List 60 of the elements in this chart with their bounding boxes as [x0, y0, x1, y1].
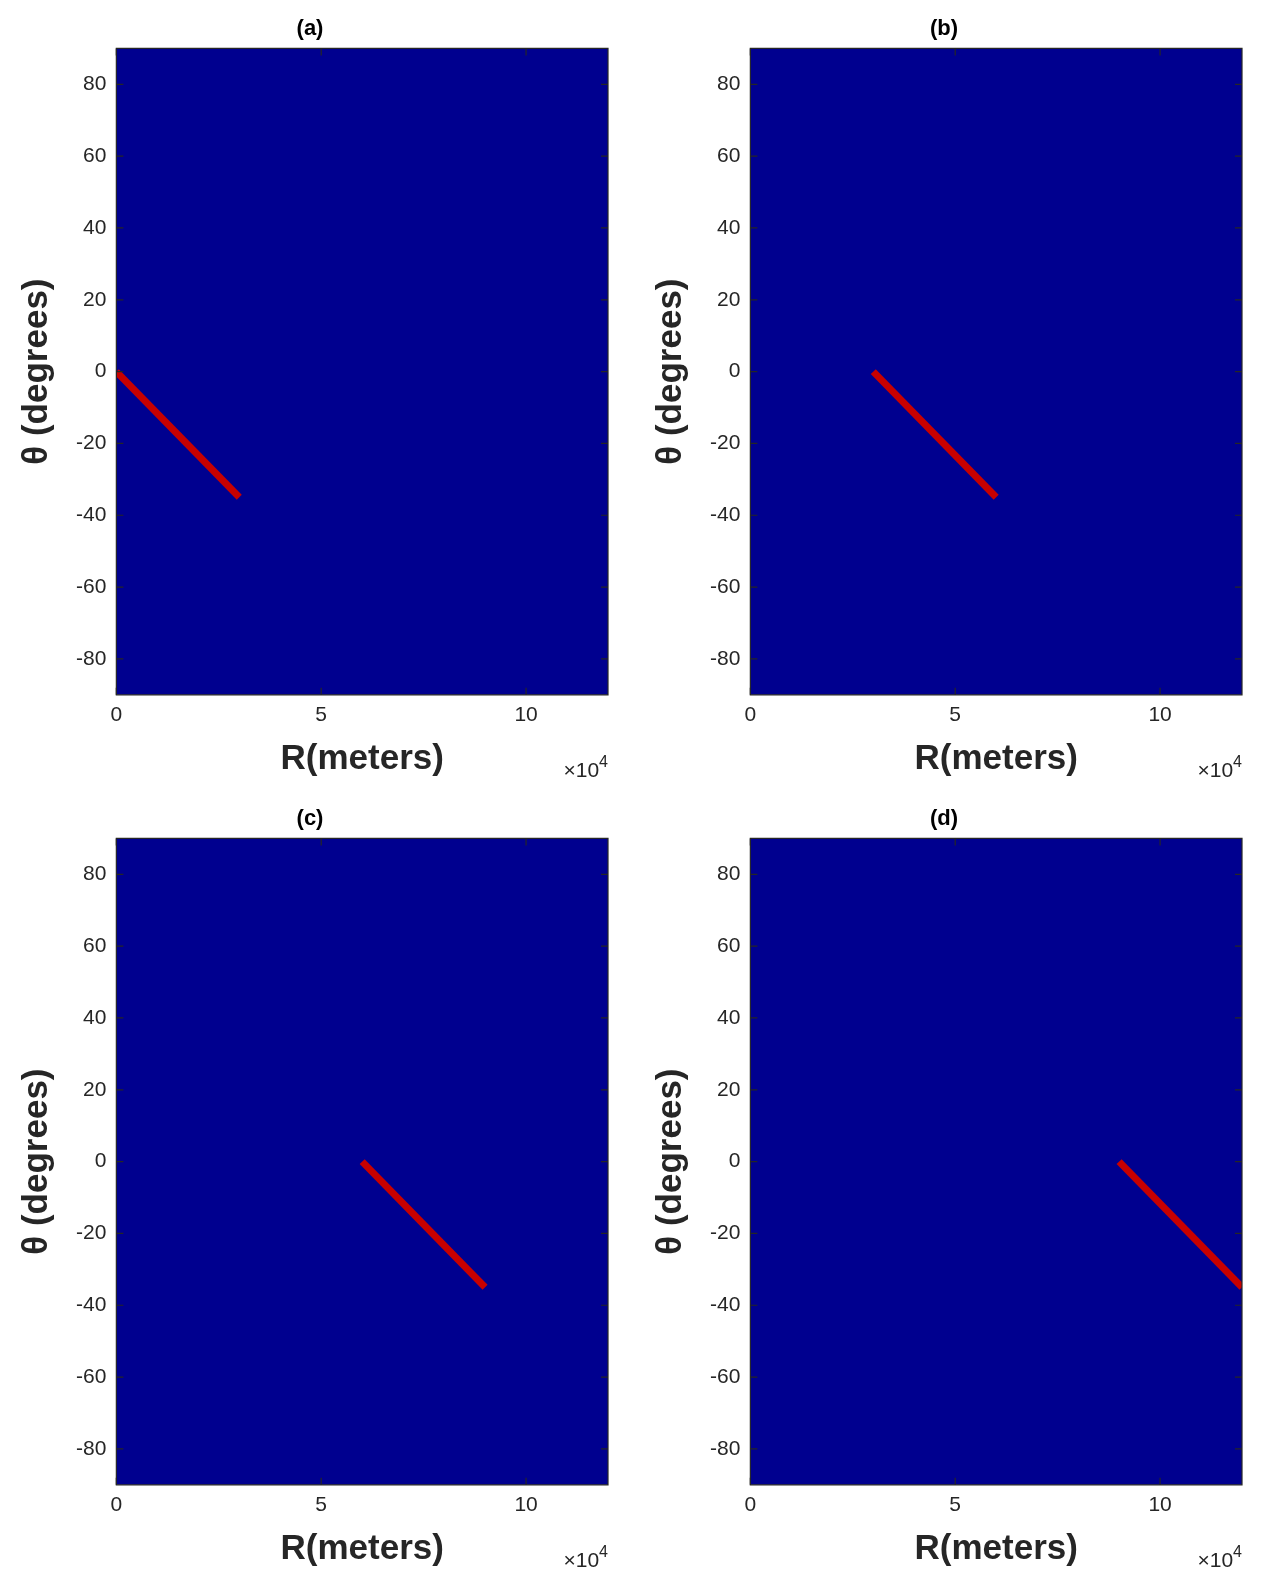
- y-tick-label: 40: [716, 1004, 741, 1028]
- y-tick-label: 20: [716, 286, 741, 310]
- x-tick-label: 0: [744, 1492, 757, 1516]
- x-tick-label: 5: [315, 1492, 328, 1516]
- y-axis-title: θ (degrees): [14, 1068, 54, 1255]
- x-axis-title: R(meters): [914, 1526, 1078, 1566]
- y-tick-label: 20: [716, 1076, 741, 1100]
- x-tick-label: 10: [1148, 1492, 1172, 1516]
- y-tick-label: 60: [716, 932, 741, 956]
- y-tick-label: -20: [75, 1220, 107, 1244]
- x-tick-label: 5: [949, 702, 962, 726]
- x-tick-label: 10: [514, 1492, 538, 1516]
- y-tick-label: 0: [728, 1148, 741, 1172]
- x-tick-label: 0: [110, 702, 123, 726]
- y-tick-label: 20: [82, 1076, 107, 1100]
- y-tick-label: 60: [716, 142, 741, 166]
- x-tick-label: 10: [1148, 702, 1172, 726]
- y-axis-title: θ (degrees): [14, 278, 54, 465]
- y-tick-label: -20: [75, 430, 107, 454]
- y-tick-label: 0: [94, 1148, 107, 1172]
- x-tick-label: 10: [514, 702, 538, 726]
- chart-title: (a): [296, 15, 324, 41]
- y-tick-label: -80: [709, 645, 741, 669]
- x-axis-title: R(meters): [914, 736, 1078, 776]
- y-tick-label: -20: [709, 1220, 741, 1244]
- chart-title: (c): [296, 805, 324, 831]
- y-tick-label: 0: [728, 358, 741, 382]
- x-axis-title: R(meters): [280, 1526, 444, 1566]
- y-tick-label: -40: [709, 1292, 741, 1316]
- y-tick-label: 80: [716, 71, 741, 95]
- x-tick-label: 0: [110, 1492, 123, 1516]
- y-tick-label: 0: [94, 358, 107, 382]
- y-tick-label: 40: [716, 214, 741, 238]
- y-tick-label: -80: [75, 1435, 107, 1459]
- y-tick-label: -40: [75, 1292, 107, 1316]
- x-tick-label: 5: [949, 1492, 962, 1516]
- y-tick-label: 80: [82, 861, 107, 885]
- y-tick-label: -20: [709, 430, 741, 454]
- y-tick-label: 80: [82, 71, 107, 95]
- y-tick-label: 20: [82, 286, 107, 310]
- y-tick-label: -40: [709, 502, 741, 526]
- y-tick-label: 40: [82, 1004, 107, 1028]
- y-tick-label: -80: [75, 645, 107, 669]
- chart-title: (b): [929, 15, 959, 41]
- x-tick-label: 5: [315, 702, 328, 726]
- y-tick-label: -60: [75, 573, 107, 597]
- y-tick-label: -40: [75, 502, 107, 526]
- y-tick-label: -60: [75, 1363, 107, 1387]
- y-axis-title: θ (degrees): [648, 1068, 688, 1255]
- y-tick-label: 60: [82, 932, 107, 956]
- chart-title: (d): [929, 805, 959, 831]
- y-tick-label: 40: [82, 214, 107, 238]
- y-axis-title: θ (degrees): [648, 278, 688, 465]
- y-tick-label: -60: [709, 1363, 741, 1387]
- x-axis-title: R(meters): [280, 736, 444, 776]
- x-tick-label: 0: [744, 702, 757, 726]
- y-tick-label: 80: [716, 861, 741, 885]
- y-tick-label: 60: [82, 142, 107, 166]
- y-tick-label: -80: [709, 1435, 741, 1459]
- y-tick-label: -60: [709, 573, 741, 597]
